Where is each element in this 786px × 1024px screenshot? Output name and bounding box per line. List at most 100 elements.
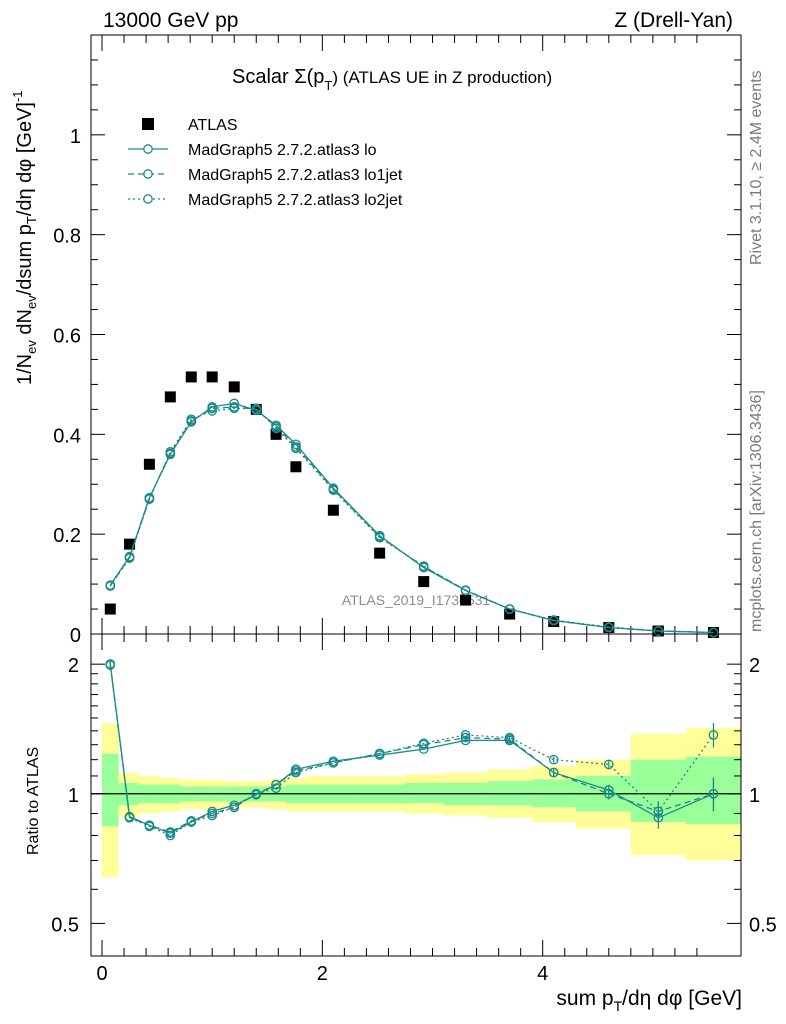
ratio-point xyxy=(291,767,301,778)
ratio-ticks xyxy=(91,634,741,956)
atlas-data-point xyxy=(185,371,197,383)
main-y-tick-label: 0.2 xyxy=(53,525,81,547)
mc-point xyxy=(548,615,559,625)
ratio-series xyxy=(105,659,719,841)
legend-label: MadGraph5 2.7.2.atlas3 lo xyxy=(188,142,377,159)
uncertainty-band-green xyxy=(102,753,119,827)
ratio-y-axis-label: Ratio to ATLAS xyxy=(25,747,42,855)
main-ticks xyxy=(91,35,741,635)
header-process: Z (Drell-Yan) xyxy=(614,9,733,32)
plot-title-end: ) (ATLAS UE in Z production) xyxy=(332,68,552,87)
mc-point xyxy=(708,627,719,638)
atlas-data-point xyxy=(164,391,176,403)
ratio-point xyxy=(186,817,197,827)
main-panel: 0 0.2 0.4 0.6 0.8 1 ATLAS_2019_I1736531 Scala… xyxy=(10,34,742,647)
atlas-data-point xyxy=(504,608,516,620)
ratio-y-tick-label-right: 0.5 xyxy=(749,914,777,936)
legend-marker-circle xyxy=(143,169,153,179)
ratio-tick-labels: 0.5 0.5 1 1 2 2 0 2 4 xyxy=(51,655,777,985)
main-y-tick-label: 0.6 xyxy=(53,326,81,348)
ratio-y-tick-label: 1 xyxy=(68,785,79,807)
ratio-bands xyxy=(91,723,741,878)
atlas-data-point xyxy=(270,428,282,440)
ratio-point xyxy=(229,802,240,813)
atlas-data-point xyxy=(143,458,155,470)
plot-title: Scalar Σ(pT) (ATLAS UE in Z production) xyxy=(232,66,552,93)
x-tick-label: 0 xyxy=(96,963,107,985)
atlas-data-point xyxy=(374,547,386,559)
rivet-label: Rivet 3.1.10, ≥ 2.4M events xyxy=(748,70,765,265)
ratio-y-tick-label: 2 xyxy=(68,655,79,677)
main-series xyxy=(104,371,719,639)
mc-point xyxy=(504,604,515,614)
plot-title-main: Scalar Σ(p xyxy=(232,66,324,88)
ratio-point xyxy=(460,730,471,740)
ratio-point xyxy=(504,732,515,743)
main-y-tick-label: 0.8 xyxy=(53,226,81,248)
legend-label: MadGraph5 2.7.2.atlas3 lo1jet xyxy=(188,167,403,184)
ratio-point xyxy=(603,788,614,799)
ratio-y-tick-label-right: 2 xyxy=(749,655,760,677)
legend-label: ATLAS xyxy=(188,117,238,134)
uncertainty-band-green xyxy=(404,782,444,804)
ratio-point xyxy=(460,735,471,746)
x-axis-label-main: sum p xyxy=(556,987,613,1010)
main-y-axis-label: 1/Nev dNev/dsum pT/dη dφ [GeV]-1 xyxy=(10,90,39,385)
ratio-line-dotted xyxy=(109,665,715,837)
watermark: ATLAS_2019_I1736531 xyxy=(342,592,491,608)
mc-point xyxy=(328,485,339,496)
legend-marker-atlas xyxy=(142,118,154,130)
mc-point xyxy=(105,581,116,591)
mc-point xyxy=(165,446,176,457)
ratio-point xyxy=(207,810,218,821)
atlas-data-point xyxy=(228,381,240,393)
ratio-y-tick-label: 0.5 xyxy=(51,914,79,936)
mc-point xyxy=(271,423,281,434)
mc-point xyxy=(229,398,240,409)
ratio-point xyxy=(271,783,281,794)
mc-point xyxy=(291,443,301,454)
ratio-point xyxy=(548,767,559,778)
main-y-tick-label: 1 xyxy=(70,126,81,148)
mc-point xyxy=(418,561,429,571)
atlas-data-point xyxy=(548,616,560,628)
mc-point xyxy=(144,494,155,505)
mcplots-label: mcplots.cern.ch [arXiv:1306.3436] xyxy=(748,390,765,632)
atlas-data-point xyxy=(418,576,430,588)
atlas-data-point xyxy=(104,603,116,615)
main-y-tick-label: 0 xyxy=(70,625,81,647)
mc-point xyxy=(653,626,664,636)
ratio-point xyxy=(653,806,664,817)
ratio-point xyxy=(251,788,262,799)
main-y-tick-label: 0.4 xyxy=(53,425,81,447)
legend: ATLAS MadGraph5 2.7.2.atlas3 lo MadGraph5 … xyxy=(128,117,403,209)
ratio-point xyxy=(124,812,135,823)
ratio-point xyxy=(418,738,429,749)
x-axis-label: sum pT/dη dφ [GeV] xyxy=(556,987,742,1014)
ratio-point xyxy=(708,788,719,799)
ratio-point xyxy=(328,757,339,768)
mc-point xyxy=(460,585,471,596)
x-axis-label-end: /dη dφ [GeV] xyxy=(622,987,742,1010)
legend-label: MadGraph5 2.7.2.atlas3 lo2jet xyxy=(188,192,403,209)
ratio-point xyxy=(548,754,559,765)
x-tick-label: 2 xyxy=(317,963,328,985)
main-y-tick-labels: 0 0.2 0.4 0.6 0.8 1 xyxy=(53,126,81,647)
x-axis-label-sub: T xyxy=(614,998,623,1014)
legend-marker-circle xyxy=(143,194,153,204)
ratio-point xyxy=(144,821,155,832)
atlas-data-point xyxy=(327,504,339,516)
mc-point xyxy=(124,553,135,563)
mc-point xyxy=(603,622,614,632)
header-energy: 13000 GeV pp xyxy=(103,9,238,32)
ratio-point xyxy=(374,748,385,759)
atlas-data-point xyxy=(206,371,218,383)
ratio-point xyxy=(708,730,719,740)
mc-line-dotted xyxy=(109,407,714,634)
x-tick-label: 4 xyxy=(537,963,548,985)
ratio-point xyxy=(418,744,429,754)
legend-marker-circle xyxy=(143,144,153,154)
ratio-y-tick-label-right: 1 xyxy=(749,785,760,807)
mc-point xyxy=(186,414,197,425)
